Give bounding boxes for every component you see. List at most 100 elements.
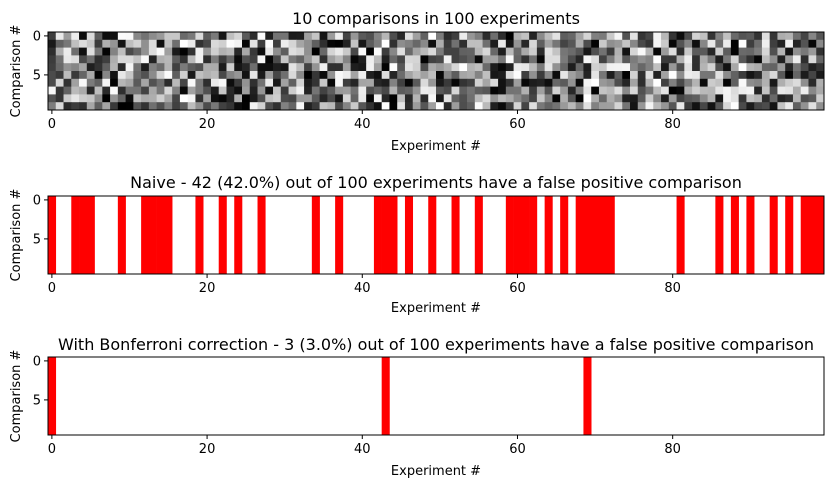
heatmap-cell <box>777 102 786 111</box>
heatmap-cell <box>257 71 266 80</box>
heatmap-cell <box>381 78 390 87</box>
heatmap-cell <box>249 78 258 87</box>
y-tick-label: 5 <box>33 232 41 247</box>
heatmap-cell <box>777 39 786 48</box>
heatmap-cell <box>754 55 763 64</box>
heatmap-cell <box>404 55 414 64</box>
heatmap-cell <box>48 32 57 41</box>
heatmap-cell <box>125 47 134 56</box>
heatmap-cell <box>428 94 437 103</box>
heatmap-cell <box>676 39 685 48</box>
heatmap-cell <box>661 32 670 41</box>
heatmap-cell <box>234 63 243 72</box>
heatmap-cell <box>226 39 235 48</box>
heatmap-cell <box>754 63 763 72</box>
heatmap-cell <box>637 39 646 48</box>
heatmap-cell <box>373 47 383 56</box>
heatmap-cell <box>156 102 165 111</box>
false-positive-bar <box>218 196 227 274</box>
panel-raw-pvalues: 10 comparisons in 100 experiments 0 20 40 6… <box>9 9 825 154</box>
heatmap-cell <box>141 32 150 41</box>
heatmap-cell <box>257 78 266 87</box>
false-positive-bar <box>381 196 390 274</box>
heatmap-cell <box>48 47 57 56</box>
heatmap-cell <box>467 94 476 103</box>
heatmap-cell <box>94 86 103 95</box>
false-positive-bar <box>544 196 553 274</box>
heatmap-cell <box>358 63 367 72</box>
heatmap-cell <box>141 102 150 111</box>
heatmap-cell <box>79 71 88 80</box>
heatmap-cell <box>622 78 631 87</box>
heatmap-cell <box>373 94 383 103</box>
heatmap-cell <box>133 71 142 80</box>
heatmap-cell <box>800 55 809 64</box>
heatmap-cell <box>133 32 142 41</box>
heatmap-cell <box>482 86 491 95</box>
heatmap-cell <box>560 71 569 80</box>
heatmap-cell <box>273 47 282 56</box>
heatmap-cell <box>699 32 708 41</box>
heatmap-cell <box>567 63 577 72</box>
heatmap-cell <box>327 55 336 64</box>
heatmap-cell <box>792 94 802 103</box>
heatmap-cell <box>273 55 282 64</box>
y-tick-label: 5 <box>33 393 41 408</box>
heatmap-cell <box>598 78 608 87</box>
heatmap-cell <box>474 86 483 95</box>
heatmap-cell <box>397 47 406 56</box>
heatmap-cell <box>529 78 538 87</box>
x-tick-label: 80 <box>664 281 681 296</box>
heatmap-cell <box>816 32 825 41</box>
heatmap-cell <box>234 86 243 95</box>
heatmap-cell <box>769 39 778 48</box>
heatmap-cell <box>552 47 561 56</box>
heatmap-cell <box>187 102 196 111</box>
heatmap-cell <box>342 39 352 48</box>
heatmap-cell <box>785 55 794 64</box>
panel-1-title: 10 comparisons in 100 experiments <box>292 9 580 28</box>
heatmap-cell <box>443 102 452 111</box>
heatmap-cell <box>164 94 173 103</box>
heatmap-cell <box>800 86 809 95</box>
heatmap-cell <box>273 78 282 87</box>
heatmap-cell <box>668 39 677 48</box>
heatmap-cell <box>707 55 716 64</box>
heatmap-cell <box>319 94 328 103</box>
heatmap-cell <box>451 86 460 95</box>
heatmap-cell <box>428 102 437 111</box>
heatmap-cell <box>358 102 367 111</box>
heatmap-cell <box>273 102 282 111</box>
false-positive-bar <box>583 196 592 274</box>
false-positive-bar <box>86 196 95 274</box>
heatmap-cell <box>195 78 204 87</box>
axis-ticks: 0 20 40 60 80 0 5 <box>33 193 681 296</box>
heatmap-cell <box>653 86 662 95</box>
heatmap-cell <box>699 71 708 80</box>
heatmap-cell <box>715 63 724 72</box>
false-positive-bar <box>141 196 150 274</box>
heatmap-cell <box>785 78 794 87</box>
false-positive-bar <box>404 196 414 274</box>
heatmap-cell <box>71 47 80 56</box>
heatmap-cell <box>389 86 398 95</box>
heatmap-cell <box>55 55 64 64</box>
heatmap-cell <box>676 71 685 80</box>
heatmap-cell <box>653 71 662 80</box>
heatmap-cell <box>490 63 499 72</box>
heatmap-cell <box>630 102 639 111</box>
heatmap-cell <box>443 39 452 48</box>
heatmap-cell <box>273 94 282 103</box>
heatmap-cell <box>575 39 584 48</box>
heatmap-cell <box>350 86 359 95</box>
heatmap-cell <box>474 94 483 103</box>
heatmap-cell <box>164 71 173 80</box>
heatmap-cell <box>389 32 398 41</box>
heatmap-cell <box>474 63 483 72</box>
heatmap-cell <box>560 39 569 48</box>
panel-3-xlabel: Experiment # <box>391 464 481 479</box>
heatmap-cell <box>71 71 80 80</box>
heatmap-cell <box>327 102 336 111</box>
heatmap-cell <box>668 102 677 111</box>
heatmap-cell <box>195 86 204 95</box>
